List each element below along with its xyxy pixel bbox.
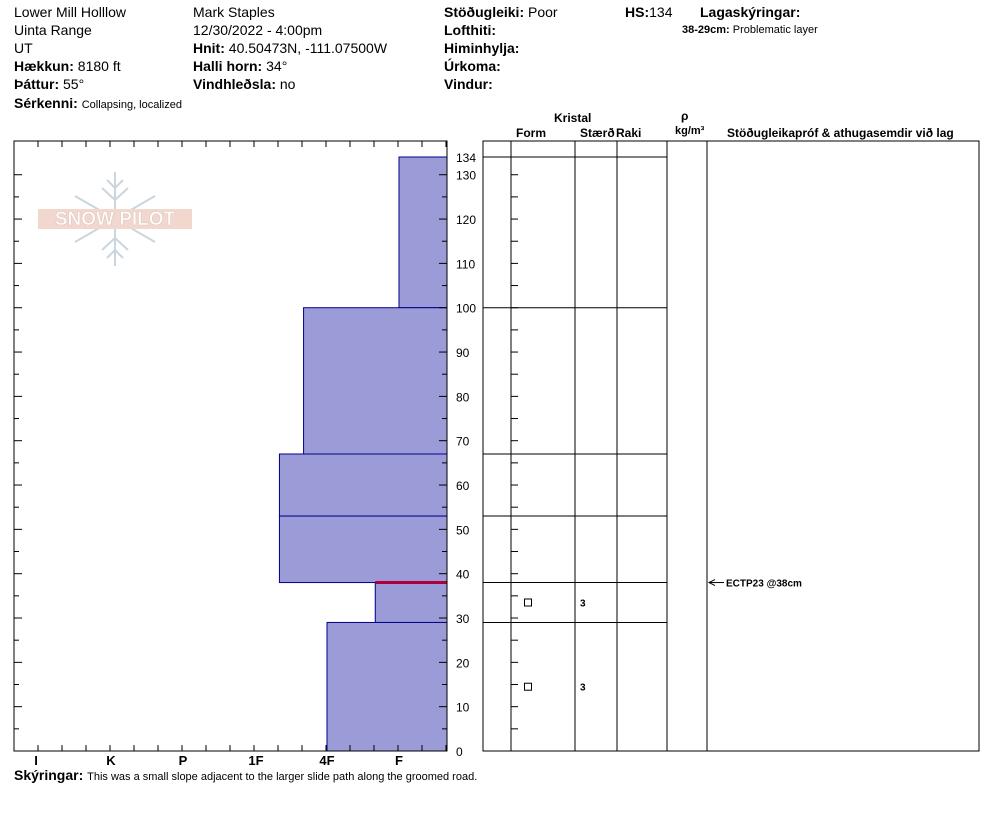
stability-field: Stöðugleiki: Poor (444, 4, 558, 20)
air-temp-label: Lofthiti: (444, 22, 497, 38)
hardness-layer-bar (303, 307, 448, 455)
depth-tick-label: 130 (456, 169, 476, 183)
depth-tick-label: 0 (456, 745, 463, 759)
crystal-header: Kristal (554, 111, 592, 125)
grain-size-label: 3 (580, 683, 586, 694)
depth-tick-label: 110 (456, 257, 475, 271)
hardness-tick-label: I (34, 753, 38, 768)
test-pointer-arrow (707, 579, 716, 586)
depth-tick-label: 10 (456, 701, 470, 715)
hardness-layer-bar (278, 453, 448, 517)
size-header: Stærð (580, 126, 615, 140)
depth-tick-label: 70 (456, 435, 470, 449)
snowpilot-logo-text: SNOW PILOT (55, 209, 176, 230)
wind-loading-field: Vindhleðsla: no (193, 76, 296, 92)
range-name: Uinta Range (14, 22, 92, 38)
location-name: Lower Mill Holllow (14, 4, 127, 20)
depth-tick-label: 80 (456, 390, 470, 404)
hardness-tick-label: 1F (248, 753, 263, 768)
coordinates-field: Hnit: 40.50473N, -111.07500W (193, 40, 388, 56)
depth-tick-label: 90 (456, 346, 470, 360)
depth-tick-label: 60 (456, 479, 470, 493)
elevation-field: Hækkun: 8180 ft (14, 58, 121, 74)
sky-cover-label: Himinhylja: (444, 40, 520, 56)
moisture-header: Raki (616, 126, 642, 140)
depth-tick-label: 100 (456, 302, 476, 316)
depth-tick-label: 40 (456, 568, 470, 582)
hardness-tick-label: K (106, 753, 116, 768)
test-result-label: ECTP23 @38cm (726, 579, 802, 590)
layer-note: 38-29cm: Problematic layer (682, 24, 818, 36)
depth-tick-label: 30 (456, 612, 470, 626)
hs-tick-label: 134 (456, 151, 476, 165)
aspect-field: Þáttur: 55° (14, 76, 85, 92)
state-name: UT (14, 40, 33, 56)
layer-table-frame (482, 140, 980, 752)
observer-name: Mark Staples (193, 4, 275, 20)
depth-tick-label: 20 (456, 656, 470, 670)
form-header: Form (516, 126, 546, 140)
hardness-tick-label: F (395, 753, 403, 768)
snow-height-field: HS:134 (625, 4, 673, 20)
grain-form-icon (524, 598, 532, 607)
wind-label: Vindur: (444, 76, 493, 92)
features-field: Sérkenni: Collapsing, localized (14, 95, 182, 111)
rho-header: ρ (681, 109, 689, 123)
hardness-tick-label: 4F (319, 753, 334, 768)
hardness-tick-label: P (179, 753, 188, 768)
snowpilot-logo: SNOW PILOT (38, 172, 192, 266)
hardness-layer-bar (398, 156, 448, 309)
density-unit-header: kg/m³ (675, 125, 705, 137)
layer-notes-label: Lagaskýringar: (700, 4, 801, 20)
precipitation-label: Úrkoma: (444, 58, 501, 74)
hardness-layer-bar (278, 515, 448, 584)
hardness-layer-bar (374, 582, 448, 623)
grain-size-label: 3 (580, 599, 586, 610)
depth-tick-label: 50 (456, 523, 470, 537)
slope-angle-field: Halli horn: 34° (193, 58, 288, 74)
observation-datetime: 12/30/2022 - 4:00pm (193, 22, 323, 38)
grain-form-icon (524, 682, 532, 691)
tests-header: Stöðugleikapróf & athugasemdir við lag (727, 126, 954, 140)
depth-tick-label: 120 (456, 213, 476, 227)
comments-field: Skýringar: This was a small slope adjace… (14, 767, 478, 783)
hardness-layer-bar (326, 621, 448, 752)
